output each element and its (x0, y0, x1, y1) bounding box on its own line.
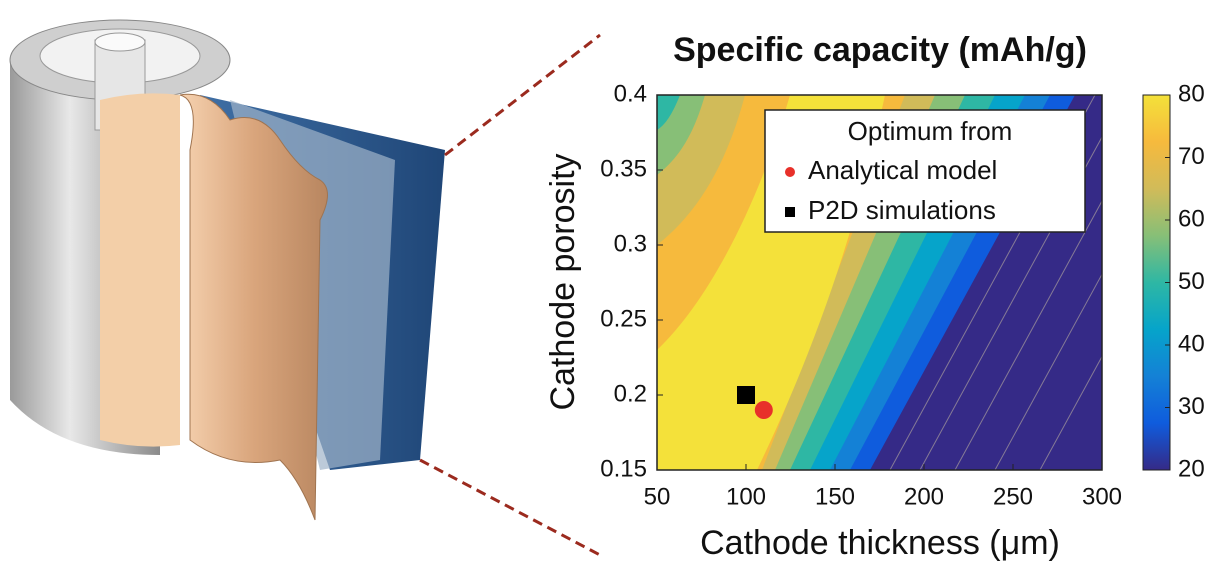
colorbar-tick-label: 50 (1178, 268, 1205, 295)
y-tick-label: 0.15 (600, 455, 647, 482)
y-axis-label: Cathode porosity (544, 153, 582, 410)
legend-title: Optimum from (848, 116, 1013, 146)
colorbar-tick-label: 80 (1178, 80, 1205, 107)
x-tick-label: 200 (904, 483, 944, 510)
legend-marker (785, 207, 795, 217)
y-tick-label: 0.4 (614, 80, 647, 107)
optimum-point (755, 401, 773, 419)
y-tick-label: 0.35 (600, 155, 647, 182)
optimum-point (737, 386, 755, 404)
colorbar-tick-label: 30 (1178, 393, 1205, 420)
y-tick-label: 0.25 (600, 305, 647, 332)
x-tick-label: 150 (815, 483, 855, 510)
y-tick-label: 0.3 (614, 230, 647, 257)
y-tick-label: 0.2 (614, 380, 647, 407)
x-tick-label: 50 (644, 483, 671, 510)
battery-illustration (10, 20, 600, 555)
x-tick-label: 250 (993, 483, 1033, 510)
colorbar-tick-label: 20 (1178, 455, 1205, 482)
figure: Specific capacity (mAh/g) Cathode thickn… (0, 0, 1221, 566)
legend-label: P2D simulations (808, 195, 996, 225)
colorbar-tick-label: 40 (1178, 330, 1205, 357)
legend-marker (785, 167, 795, 177)
legend-label: Analytical model (808, 155, 997, 185)
x-tick-label: 300 (1082, 483, 1122, 510)
colorbar-tick-label: 60 (1178, 205, 1205, 232)
colorbar-tick-label: 70 (1178, 143, 1205, 170)
x-axis-label: Cathode thickness (μm) (700, 524, 1060, 562)
chart-title: Specific capacity (mAh/g) (673, 31, 1087, 69)
x-tick-label: 100 (726, 483, 766, 510)
